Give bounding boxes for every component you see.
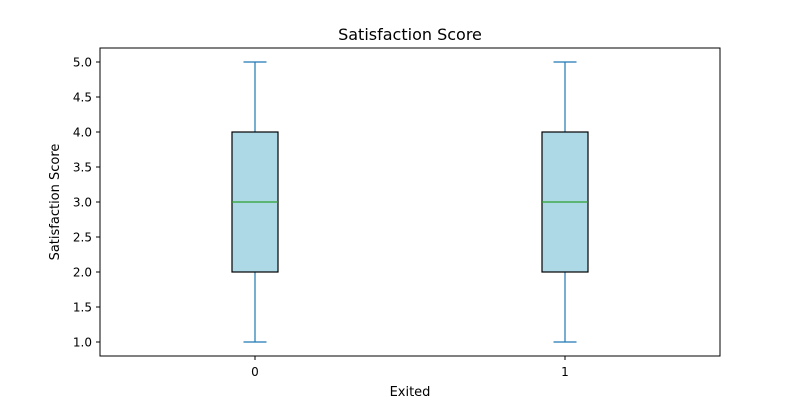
y-tick-label: 3.0 bbox=[73, 196, 92, 210]
plot-frame bbox=[99, 47, 721, 357]
y-axis-label: Satisfaction Score bbox=[48, 144, 63, 261]
y-tick-label: 1.0 bbox=[73, 336, 92, 350]
chart-title: Satisfaction Score bbox=[338, 25, 482, 44]
x-tick-label: 0 bbox=[251, 365, 259, 379]
plot-area: 1.0 1.5 2.0 2.5 3.0 3.5 4.0 4.5 5.0 0 1 bbox=[73, 56, 589, 379]
y-tick-label: 5.0 bbox=[73, 56, 92, 70]
y-tick-label: 4.0 bbox=[73, 126, 92, 140]
x-tick-label: 1 bbox=[561, 365, 569, 379]
y-tick-label: 2.5 bbox=[73, 231, 92, 245]
y-tick-label: 4.5 bbox=[73, 91, 92, 105]
y-tick-label: 2.0 bbox=[73, 266, 92, 280]
x-axis-label: Exited bbox=[390, 385, 431, 400]
y-tick-label: 3.5 bbox=[73, 161, 92, 175]
y-tick-label: 1.5 bbox=[73, 301, 92, 315]
